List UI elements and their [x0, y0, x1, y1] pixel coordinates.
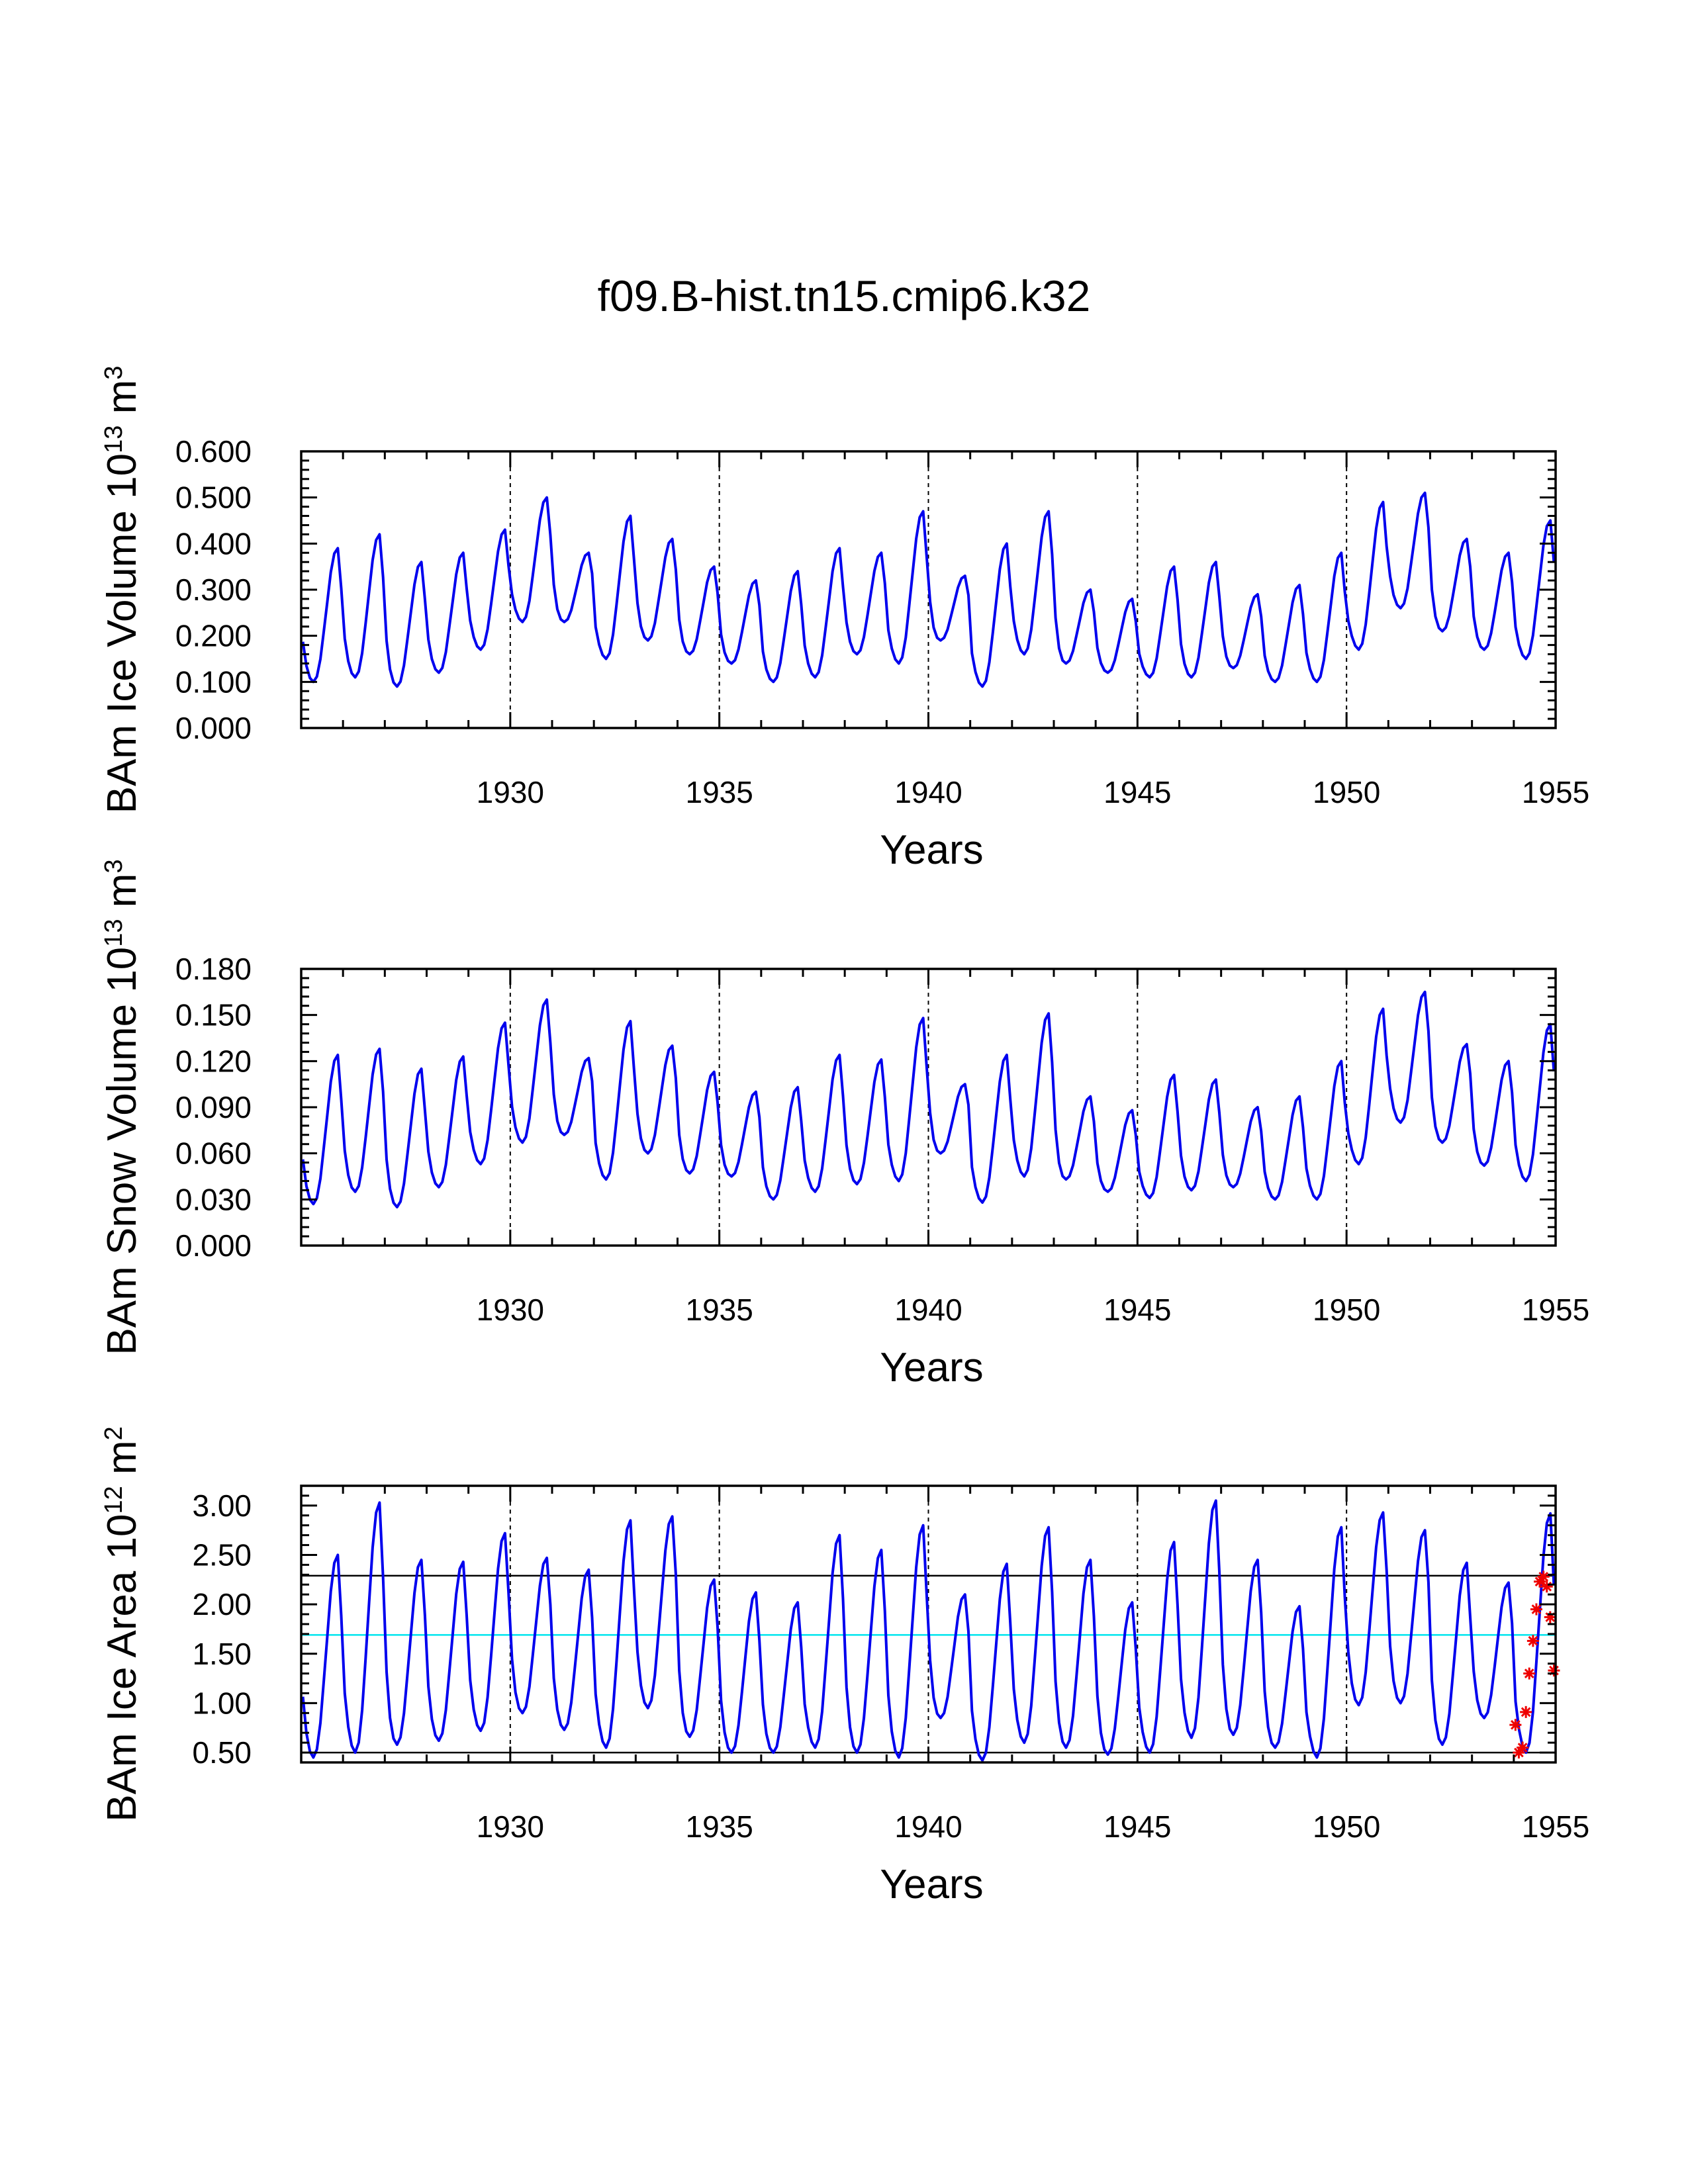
x-tick-label: 1935	[685, 1809, 753, 1844]
marker-stroke	[1538, 1571, 1549, 1582]
x-axis-label: Years	[880, 1862, 983, 1907]
y-tick-label: 0.060	[175, 1136, 252, 1171]
x-tick-label: 1955	[1522, 1809, 1589, 1844]
y-axis-label-unit-exponent: 3	[100, 859, 128, 873]
x-tick-label: 1940	[894, 1809, 962, 1844]
x-tick-label: 1930	[477, 1809, 544, 1844]
x-tick-label: 1930	[477, 1293, 544, 1327]
marker-point-3	[1517, 1741, 1529, 1754]
y-axis-label: BAm Ice Area 1012 m2	[99, 1426, 145, 1822]
marker-point-6	[1526, 1635, 1539, 1647]
y-axis-label-unit: m	[99, 380, 145, 426]
y-tick-label: 0.200	[175, 619, 252, 653]
y-tick-label: 0.150	[175, 998, 252, 1032]
x-axis-label: Years	[880, 827, 983, 873]
x-tick-label: 1950	[1313, 775, 1380, 809]
x-tick-label: 1930	[477, 775, 544, 809]
y-tick-label: 0.300	[175, 572, 252, 607]
series-line	[301, 990, 1556, 1208]
marker-point-11	[1544, 1611, 1556, 1623]
y-tick-label: 3.00	[192, 1488, 252, 1523]
chart-panel-3: 1930 1935 1940 1945 1950 1955 0.50 1.00 1.50 2.00…	[99, 1426, 1589, 1907]
figure-title: f09.B-hist.tn15.cmip6.k32	[598, 271, 1091, 320]
x-tick-label: 1940	[894, 1293, 962, 1327]
series-line	[301, 1499, 1556, 1762]
y-axis-label-base: BAm Snow Volume 10	[99, 947, 145, 1355]
y-axis-label-base: BAm Ice Area 10	[99, 1514, 145, 1822]
y-axis-label: BAm Ice Volume 1013 m3	[99, 366, 145, 814]
x-tick-label: 1950	[1313, 1809, 1380, 1844]
x-tick-label: 1955	[1522, 1293, 1589, 1327]
chart-panel-2: 1930 1935 1940 1945 1950 1955 0.000 0.030 0.060 0…	[99, 859, 1589, 1390]
y-tick-label: 0.100	[175, 664, 252, 699]
y-tick-label: 0.600	[175, 434, 252, 469]
y-axis-label-unit-exponent: 2	[100, 1426, 128, 1440]
marker-point-5	[1523, 1667, 1536, 1680]
y-axis-label-unit-exponent: 3	[100, 366, 128, 380]
y-axis-label-exponent: 13	[100, 426, 128, 453]
marker-stroke	[1510, 1719, 1521, 1730]
y-axis-label-exponent: 12	[100, 1486, 128, 1514]
y-axis-label-base: BAm Ice Volume 10	[99, 453, 145, 814]
y-tick-label: 0.180	[175, 952, 252, 986]
panels-container: 1930 1935 1940 1945 1950 1955 0.000 0.100 0.200 0…	[99, 366, 1589, 1907]
marker-stroke	[1531, 1604, 1542, 1614]
y-tick-label: 2.50	[192, 1538, 252, 1572]
y-tick-label: 0.50	[192, 1735, 252, 1770]
y-tick-label: 2.00	[192, 1587, 252, 1621]
y-tick-label: 0.500	[175, 480, 252, 515]
x-tick-label: 1935	[685, 775, 753, 809]
marker-stroke	[1524, 1668, 1534, 1679]
y-tick-label: 1.50	[192, 1637, 252, 1671]
y-axis-label-exponent: 13	[100, 919, 128, 946]
y-tick-label: 0.030	[175, 1182, 252, 1216]
x-axis-label: Years	[880, 1345, 983, 1390]
y-tick-label: 0.090	[175, 1090, 252, 1124]
marker-stroke	[1517, 1743, 1528, 1752]
y-tick-label: 0.120	[175, 1044, 252, 1078]
x-tick-label: 1945	[1103, 1809, 1171, 1844]
series-line	[301, 491, 1556, 688]
marker-point-12	[1548, 1664, 1560, 1677]
y-axis-label-unit: m	[99, 874, 145, 919]
marker-point-7	[1530, 1603, 1542, 1615]
y-axis-label: BAm Snow Volume 1013 m3	[99, 859, 145, 1355]
x-tick-label: 1945	[1103, 1293, 1171, 1327]
marker-stroke	[1528, 1636, 1538, 1646]
y-tick-label: 1.00	[192, 1686, 252, 1720]
x-tick-label: 1940	[894, 775, 962, 809]
marker-stroke	[1521, 1707, 1531, 1717]
x-tick-label: 1950	[1313, 1293, 1380, 1327]
x-tick-label: 1955	[1522, 775, 1589, 809]
y-tick-label: 0.000	[175, 1228, 252, 1263]
y-tick-label: 0.000	[175, 711, 252, 745]
marker-point-1	[1509, 1719, 1522, 1731]
y-tick-label: 0.400	[175, 526, 252, 561]
marker-point-4	[1520, 1706, 1532, 1718]
y-axis-label-unit: m	[99, 1440, 145, 1486]
marker-point-9	[1537, 1570, 1550, 1583]
x-tick-label: 1945	[1103, 775, 1171, 809]
x-tick-label: 1935	[685, 1293, 753, 1327]
chart-panel-1: 1930 1935 1940 1945 1950 1955 0.000 0.100 0.200 0…	[99, 366, 1589, 873]
